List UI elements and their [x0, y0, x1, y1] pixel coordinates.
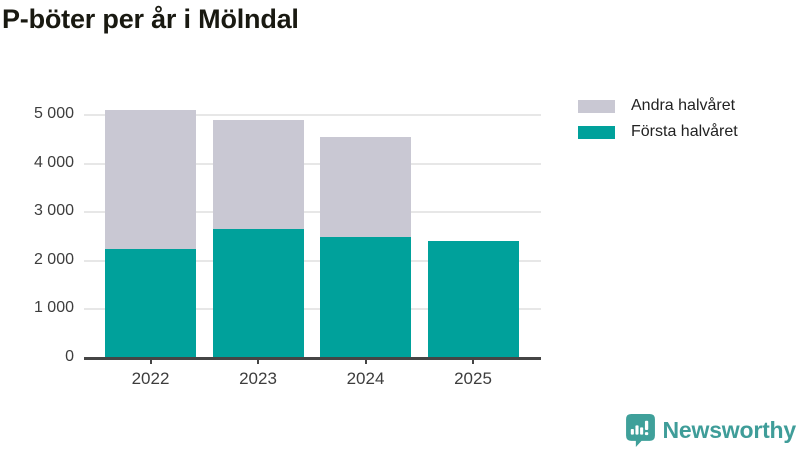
- legend-label-forsta-halvaret: Första halvåret: [631, 123, 738, 140]
- y-axis-tick-label: 2 000: [33, 250, 74, 268]
- newsworthy-logo: Newsworthy: [625, 414, 797, 447]
- bar-segment-andra-halvåret-2023: [212, 119, 304, 230]
- gridline-1000: [84, 308, 541, 311]
- y-axis-tick-label: 0: [65, 348, 74, 365]
- x-axis-tick-2022: [149, 358, 152, 364]
- x-axis-label-2023: 2023: [239, 369, 277, 388]
- x-axis-label-2024: 2024: [346, 369, 385, 388]
- x-axis-line: [84, 356, 541, 360]
- bar-segment-andra-halvåret-2022: [105, 110, 196, 249]
- x-axis-label-2022: 2022: [131, 369, 170, 388]
- bar-segment-första-halvåret-2024: [320, 236, 411, 358]
- y-axis-tick-label: 3 000: [33, 202, 74, 220]
- gridline-4000: [84, 162, 541, 165]
- x-axis-tick-2024: [364, 358, 367, 364]
- plot-area: 0 1 000 2 000 3 000 4 000 5 000 2022 2023 2024 20…: [34, 105, 541, 388]
- x-axis-label-2025: 2025: [454, 369, 492, 388]
- y-axis-tick-label: 4 000: [33, 153, 74, 171]
- y-axis-tick-label: 1 000: [33, 299, 74, 317]
- chart-legend: Andra halvåret Första halvåret: [578, 93, 738, 145]
- gridline-5000: [84, 114, 541, 116]
- y-axis-tick-label: 5 000: [33, 105, 74, 122]
- x-axis-tick-2023: [257, 358, 259, 364]
- x-axis-tick-2025: [472, 358, 474, 364]
- newsworthy-wordmark: Newsworthy: [662, 417, 797, 443]
- gridline-3000: [84, 211, 541, 214]
- bar-chart-speech-bubble-icon: [625, 414, 655, 447]
- legend-item-andra-halvaret: Andra halvåret: [578, 93, 738, 119]
- bar-segment-första-halvåret-2025: [427, 241, 519, 358]
- legend-item-forsta-halvaret: Första halvåret: [578, 119, 738, 145]
- legend-swatch-andra-halvaret: [578, 99, 615, 113]
- bar-segment-andra-halvåret-2024: [320, 136, 411, 237]
- gridline-2000: [84, 259, 541, 262]
- legend-swatch-forsta-halvaret: [578, 125, 615, 139]
- legend-label-andra-halvaret: Andra halvåret: [631, 97, 736, 114]
- bar-segment-första-halvåret-2022: [105, 248, 196, 358]
- chart-title: P-böter per år i Mölndal: [2, 4, 299, 34]
- bar-segment-första-halvåret-2023: [212, 229, 304, 358]
